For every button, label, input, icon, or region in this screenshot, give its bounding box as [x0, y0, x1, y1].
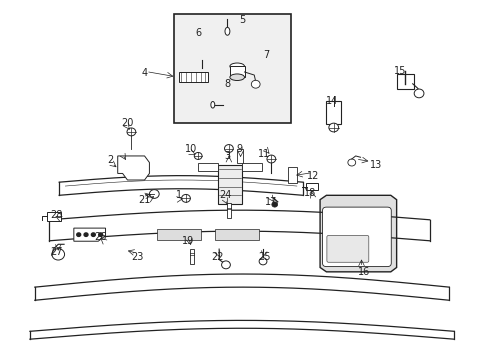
Ellipse shape — [210, 102, 214, 108]
Circle shape — [84, 233, 88, 237]
Bar — [198, 163, 217, 171]
Text: 12: 12 — [306, 171, 318, 181]
Text: 19: 19 — [182, 236, 194, 246]
Text: 13: 13 — [369, 160, 382, 170]
Circle shape — [149, 190, 159, 198]
Polygon shape — [118, 156, 149, 180]
Text: 23: 23 — [131, 252, 143, 261]
Circle shape — [224, 145, 233, 152]
Text: 9: 9 — [236, 144, 242, 154]
FancyBboxPatch shape — [46, 212, 61, 221]
Circle shape — [99, 233, 102, 237]
Text: 4: 4 — [141, 68, 147, 78]
Bar — [157, 229, 200, 240]
Circle shape — [91, 233, 95, 237]
Text: 7: 7 — [263, 50, 269, 60]
Text: 2: 2 — [107, 155, 113, 165]
Polygon shape — [74, 228, 105, 241]
Bar — [236, 149, 242, 162]
Text: 16: 16 — [357, 267, 369, 277]
Text: 11: 11 — [257, 149, 269, 159]
Circle shape — [77, 233, 81, 237]
Text: 26: 26 — [94, 232, 106, 242]
Text: 5: 5 — [239, 15, 244, 25]
Circle shape — [181, 194, 190, 202]
Bar — [189, 249, 194, 264]
Bar — [326, 101, 340, 124]
FancyBboxPatch shape — [396, 74, 413, 89]
Circle shape — [266, 155, 275, 163]
Bar — [288, 167, 297, 183]
Text: 28: 28 — [50, 210, 63, 220]
Text: 22: 22 — [211, 252, 224, 261]
Text: 3: 3 — [224, 151, 230, 161]
Bar — [178, 72, 207, 82]
Bar — [229, 66, 244, 77]
Circle shape — [197, 64, 206, 72]
Text: 15: 15 — [393, 66, 406, 76]
Circle shape — [413, 89, 423, 98]
Circle shape — [259, 258, 266, 265]
Polygon shape — [320, 195, 396, 272]
Circle shape — [347, 159, 355, 166]
Text: 1: 1 — [175, 190, 182, 200]
Text: 25: 25 — [257, 252, 270, 261]
Text: 21: 21 — [138, 195, 150, 205]
Circle shape — [194, 152, 202, 159]
FancyBboxPatch shape — [326, 235, 368, 262]
Text: 8: 8 — [224, 79, 230, 89]
Circle shape — [221, 261, 230, 269]
Ellipse shape — [229, 63, 244, 69]
Text: 17: 17 — [264, 197, 277, 207]
Bar — [217, 165, 242, 204]
Ellipse shape — [229, 74, 244, 81]
Text: 6: 6 — [195, 28, 201, 39]
Circle shape — [127, 128, 136, 136]
Text: 18: 18 — [304, 188, 316, 198]
Circle shape — [251, 80, 260, 88]
Bar — [173, 14, 290, 123]
Bar — [242, 163, 261, 171]
Text: 27: 27 — [50, 247, 63, 257]
Circle shape — [271, 202, 277, 207]
FancyBboxPatch shape — [322, 207, 390, 267]
FancyBboxPatch shape — [306, 183, 318, 190]
Circle shape — [328, 123, 338, 132]
Circle shape — [52, 249, 64, 260]
Text: 14: 14 — [325, 96, 338, 106]
Text: 10: 10 — [184, 144, 197, 154]
Text: 20: 20 — [121, 118, 133, 128]
Ellipse shape — [224, 27, 229, 35]
Text: 24: 24 — [218, 190, 231, 200]
Bar — [215, 229, 259, 240]
Bar — [226, 203, 231, 218]
